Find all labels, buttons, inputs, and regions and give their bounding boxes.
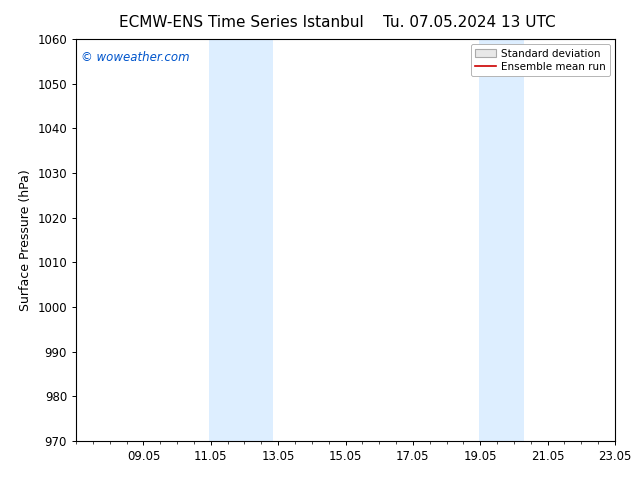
Bar [479, 39, 524, 441]
Legend: Standard deviation, Ensemble mean run: Standard deviation, Ensemble mean run [470, 45, 610, 76]
Bar [209, 39, 273, 441]
Text: ECMW-ENS Time Series Istanbul: ECMW-ENS Time Series Istanbul [119, 15, 363, 30]
Y-axis label: Surface Pressure (hPa): Surface Pressure (hPa) [19, 169, 32, 311]
Text: © woweather.com: © woweather.com [81, 51, 190, 64]
Text: Tu. 07.05.2024 13 UTC: Tu. 07.05.2024 13 UTC [383, 15, 555, 30]
